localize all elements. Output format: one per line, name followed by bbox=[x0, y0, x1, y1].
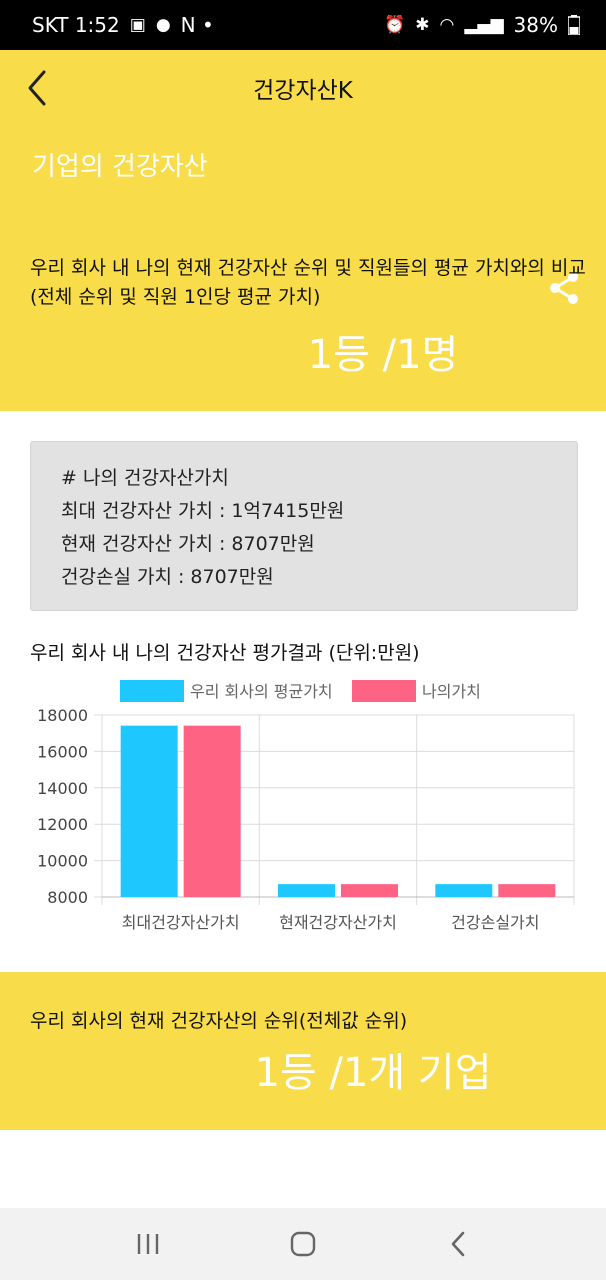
max-asset-value: 최대 건강자산 가치 : 1억7415만원 bbox=[61, 500, 345, 522]
company-rank: 1등 /1개 기업 bbox=[254, 1050, 492, 1096]
bluetooth-icon: ✱ bbox=[415, 15, 430, 35]
wifi-icon: ◠ bbox=[439, 15, 455, 35]
system-nav-bar bbox=[0, 1208, 606, 1280]
x-tick-label: 건강손실가치 bbox=[451, 913, 539, 932]
nav-back-button[interactable] bbox=[438, 1224, 478, 1264]
value-card-heading: # 나의 건강자산가치 bbox=[61, 467, 229, 489]
y-tick-label: 10000 bbox=[37, 852, 88, 871]
bar bbox=[183, 725, 241, 897]
y-tick-label: 14000 bbox=[37, 779, 88, 798]
company-section: 우리 회사의 현재 건강자산의 순위(전체값 순위) 1등 /1개 기업 bbox=[0, 972, 606, 1130]
y-tick-label: 18000 bbox=[37, 706, 88, 725]
status-bar: SKT 1:52 ▣ ● N • ⏰ ✱ ◠ ▂▄▆ 38% bbox=[0, 0, 606, 50]
y-tick-label: 8000 bbox=[47, 888, 88, 907]
recents-button[interactable] bbox=[128, 1224, 168, 1264]
app-bar: 건강자산K bbox=[0, 50, 606, 126]
value-card: # 나의 건강자산가치 최대 건강자산 가치 : 1억7415만원 현재 건강자… bbox=[30, 441, 578, 611]
battery-percent: 38% bbox=[513, 13, 558, 37]
hero-description: 우리 회사 내 나의 현재 건강자산 순위 및 직원들의 평균 가치와의 비교 … bbox=[30, 257, 586, 308]
hero-title: 기업의 건강자산 bbox=[32, 152, 208, 182]
health-loss-value: 건강손실 가치 : 8707만원 bbox=[61, 566, 274, 588]
home-icon bbox=[290, 1231, 316, 1257]
bar bbox=[120, 725, 178, 897]
legend-label: 나의가치 bbox=[422, 682, 481, 701]
y-tick-label: 16000 bbox=[37, 742, 88, 761]
chart-title: 우리 회사 내 나의 건강자산 평가결과 (단위:만원) bbox=[30, 642, 420, 664]
legend-swatch bbox=[120, 680, 184, 702]
bar bbox=[341, 884, 398, 897]
status-right: ⏰ ✱ ◠ ▂▄▆ 38% bbox=[384, 13, 580, 37]
back-button[interactable] bbox=[22, 68, 62, 108]
employee-rank: 1등 /1명 bbox=[307, 332, 459, 378]
carrier-time: SKT 1:52 bbox=[32, 13, 120, 37]
x-tick-label: 최대건강자산가치 bbox=[122, 913, 240, 932]
share-icon bbox=[550, 272, 578, 304]
home-button[interactable] bbox=[283, 1224, 323, 1264]
alarm-icon: ⏰ bbox=[384, 15, 406, 35]
hero-section: 기업의 건강자산 우리 회사 내 나의 현재 건강자산 순위 및 직원들의 평균… bbox=[0, 126, 606, 411]
legend-swatch bbox=[352, 680, 416, 702]
x-tick-label: 현재건강자산가치 bbox=[279, 913, 397, 932]
gallery-icon: ▣ bbox=[129, 15, 146, 35]
bar bbox=[278, 884, 335, 897]
y-tick-label: 12000 bbox=[37, 815, 88, 834]
bar bbox=[498, 884, 556, 897]
chevron-left-icon bbox=[28, 70, 46, 106]
talk-icon: ● bbox=[155, 15, 171, 35]
back-icon bbox=[452, 1231, 465, 1257]
share-button[interactable] bbox=[546, 270, 582, 306]
legend-label: 우리 회사의 평균가치 bbox=[190, 682, 333, 701]
signal-icon: ▂▄▆ bbox=[464, 15, 504, 35]
company-description: 우리 회사의 현재 건강자산의 순위(전체값 순위) bbox=[30, 1010, 408, 1032]
battery-icon bbox=[568, 15, 580, 35]
status-left: SKT 1:52 ▣ ● N • bbox=[32, 13, 214, 37]
recents-icon bbox=[137, 1234, 158, 1254]
status-extra: N • bbox=[180, 13, 214, 37]
bar bbox=[435, 884, 493, 897]
app-title: 건강자산K bbox=[253, 78, 353, 104]
current-asset-value: 현재 건강자산 가치 : 8707만원 bbox=[61, 533, 315, 555]
bar-chart: 우리 회사의 평균가치 나의가치 8000 10000 12000 14000 16000 1… bbox=[37, 680, 575, 932]
